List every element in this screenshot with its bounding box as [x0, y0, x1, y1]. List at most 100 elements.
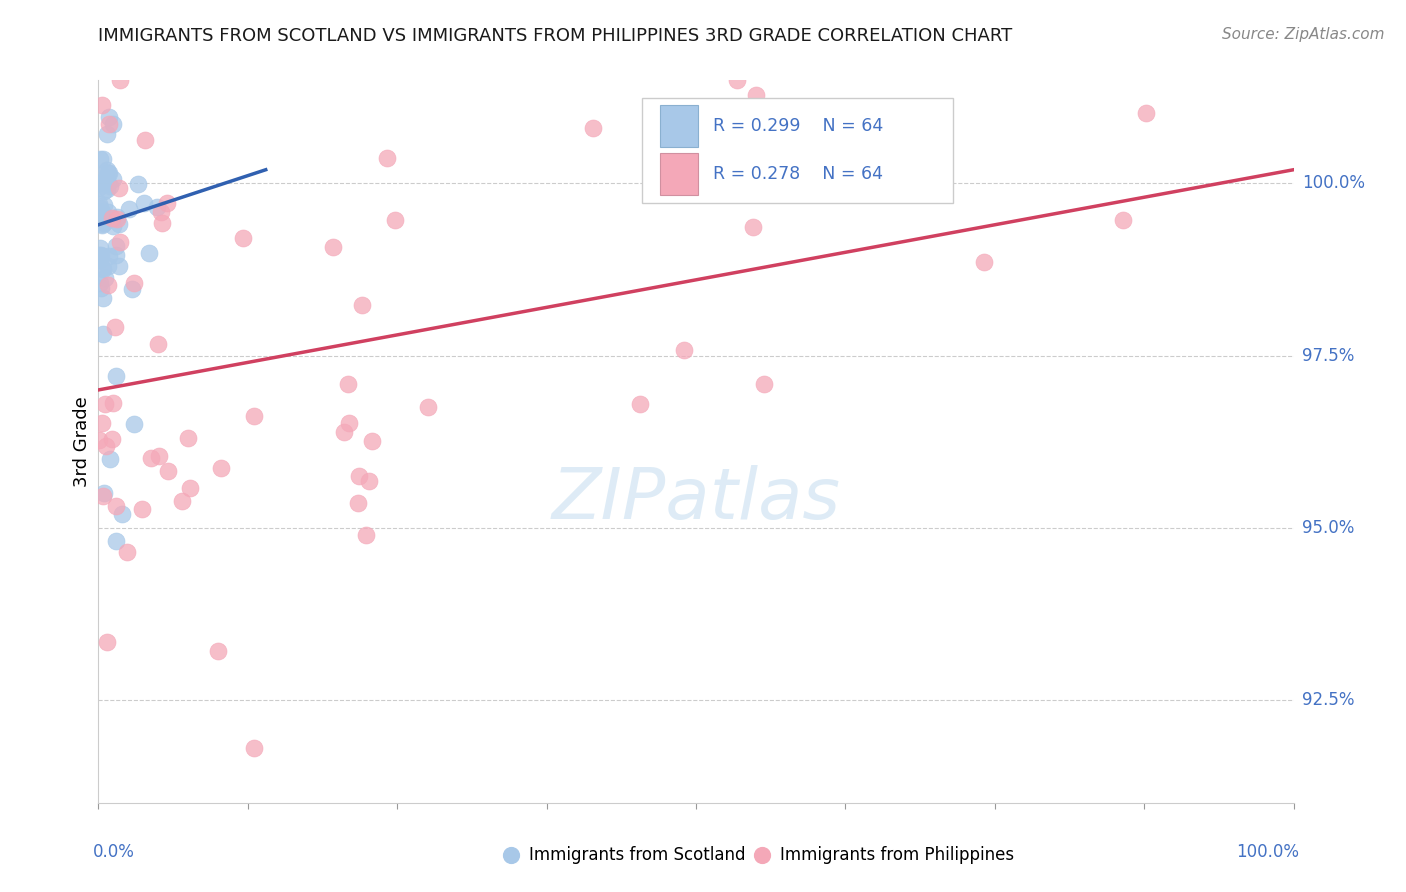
Point: [148, 449, 170, 463]
Point: [111, 507, 134, 521]
Text: 100.0%: 100.0%: [1236, 843, 1299, 861]
Point: [97, 177, 120, 191]
Point: [101, 117, 124, 131]
FancyBboxPatch shape: [643, 98, 953, 203]
Point: [96, 163, 118, 178]
Point: [232, 231, 254, 245]
Point: [93, 198, 115, 212]
Point: [360, 434, 382, 448]
Point: [132, 195, 155, 210]
Point: [93, 217, 115, 231]
Point: [98, 165, 121, 179]
Point: [97, 259, 120, 273]
Point: [90, 248, 112, 262]
Point: [104, 500, 127, 514]
Point: [103, 172, 125, 186]
Point: [155, 195, 177, 210]
Point: [101, 396, 124, 410]
Point: [101, 211, 124, 226]
Point: [1112, 212, 1135, 227]
Point: [108, 235, 131, 249]
Point: [973, 255, 995, 269]
Point: [725, 73, 748, 87]
Text: R = 0.299    N = 64: R = 0.299 N = 64: [713, 117, 883, 135]
Point: [97, 205, 120, 219]
Point: [127, 177, 149, 191]
Point: [346, 496, 368, 510]
Point: [98, 117, 121, 131]
Point: [148, 337, 170, 351]
Point: [98, 451, 122, 466]
Point: [672, 343, 695, 357]
Point: [87, 434, 110, 448]
Point: [105, 248, 128, 262]
Point: [177, 431, 200, 445]
Point: [118, 202, 141, 216]
Point: [87, 196, 110, 211]
Point: [337, 416, 360, 430]
Point: [157, 464, 180, 478]
Point: [89, 202, 111, 216]
Point: [243, 409, 266, 423]
Point: [138, 245, 160, 260]
Point: [91, 260, 114, 275]
Point: [97, 166, 120, 180]
Text: Source: ZipAtlas.com: Source: ZipAtlas.com: [1222, 27, 1385, 42]
Point: [94, 176, 117, 190]
Point: [354, 528, 377, 542]
Text: 0.0%: 0.0%: [93, 843, 135, 861]
Point: [333, 425, 356, 439]
Point: [347, 469, 370, 483]
Point: [91, 153, 114, 167]
Point: [416, 401, 439, 415]
Point: [139, 451, 162, 466]
Point: [742, 219, 765, 234]
Point: [91, 417, 114, 431]
Bar: [661, 153, 699, 195]
Point: [93, 184, 115, 198]
Point: [94, 397, 117, 411]
Point: [121, 282, 143, 296]
Point: [209, 460, 232, 475]
Point: [179, 482, 201, 496]
Point: [170, 494, 193, 508]
Point: [131, 502, 153, 516]
Point: [322, 240, 344, 254]
Point: [93, 175, 115, 189]
Point: [183, 830, 205, 845]
Point: [243, 740, 266, 755]
Point: [93, 213, 115, 227]
Point: [89, 153, 111, 167]
Text: ZIPatlas: ZIPatlas: [551, 465, 841, 533]
Point: [98, 179, 121, 194]
Text: 97.5%: 97.5%: [1302, 346, 1354, 365]
Point: [91, 168, 114, 182]
Text: R = 0.278    N = 64: R = 0.278 N = 64: [713, 165, 883, 183]
Point: [93, 215, 115, 229]
Point: [744, 87, 766, 102]
Point: [108, 259, 131, 273]
Point: [108, 181, 131, 195]
Point: [94, 171, 117, 186]
Point: [105, 534, 128, 549]
Point: [150, 216, 173, 230]
Point: [628, 396, 651, 410]
Point: [91, 291, 114, 305]
Text: Immigrants from Scotland: Immigrants from Scotland: [529, 846, 745, 863]
Point: [96, 635, 118, 649]
Point: [101, 219, 124, 233]
Point: [89, 241, 111, 255]
Text: 92.5%: 92.5%: [1302, 690, 1354, 708]
Point: [207, 644, 229, 658]
Point: [97, 278, 120, 293]
Point: [754, 376, 776, 391]
Bar: [661, 105, 699, 147]
Point: [91, 204, 114, 219]
Point: [146, 200, 169, 214]
Point: [105, 211, 128, 225]
Point: [96, 182, 118, 196]
Point: [115, 545, 138, 559]
Text: 95.0%: 95.0%: [1302, 518, 1354, 537]
Text: 100.0%: 100.0%: [1302, 175, 1365, 193]
Point: [96, 127, 118, 141]
